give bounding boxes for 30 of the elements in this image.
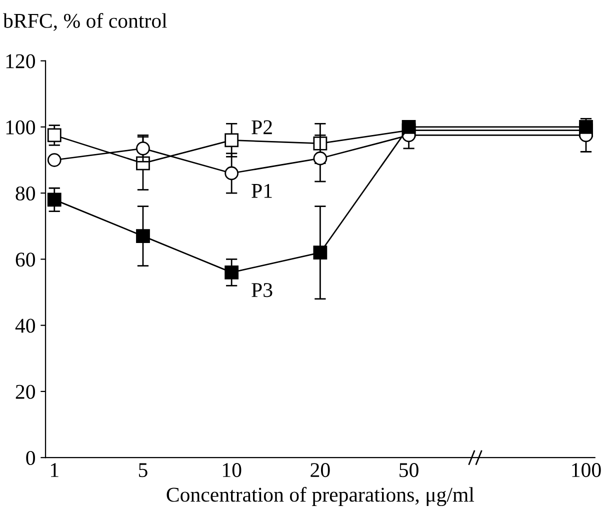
y-tick-label: 100 (6, 120, 36, 134)
y-axis-title: bRFC, % of control (3, 13, 167, 31)
point (224, 133, 239, 148)
series-label: P3 (252, 283, 272, 298)
point (402, 120, 416, 134)
x-tick-label: 10 (223, 463, 242, 478)
y-tick-label: 0 (26, 450, 36, 466)
x-tick-label: 100 (572, 463, 601, 478)
point (579, 120, 593, 134)
series-label: P2 (252, 120, 272, 134)
y-tick-label: 20 (16, 384, 36, 399)
point (313, 151, 328, 166)
point (47, 192, 62, 207)
series-label: P1 (252, 184, 272, 198)
point (47, 153, 62, 167)
x-tick-label: 20 (310, 463, 330, 478)
point (313, 246, 328, 260)
x-axis-title: Concentration of preparations, μg/ml (166, 486, 474, 506)
y-tick-label: 80 (16, 186, 36, 201)
x-tick-label: 1 (51, 463, 58, 477)
point (224, 265, 239, 280)
y-tick-label: 60 (16, 252, 36, 267)
x-tick-label: 5 (138, 463, 148, 478)
y-tick-label: 40 (15, 318, 36, 333)
y-tick-label: 120 (6, 54, 36, 68)
point (224, 166, 239, 180)
point (47, 128, 62, 142)
point (136, 229, 150, 244)
x-tick-label: 50 (400, 463, 418, 478)
point (136, 142, 150, 156)
